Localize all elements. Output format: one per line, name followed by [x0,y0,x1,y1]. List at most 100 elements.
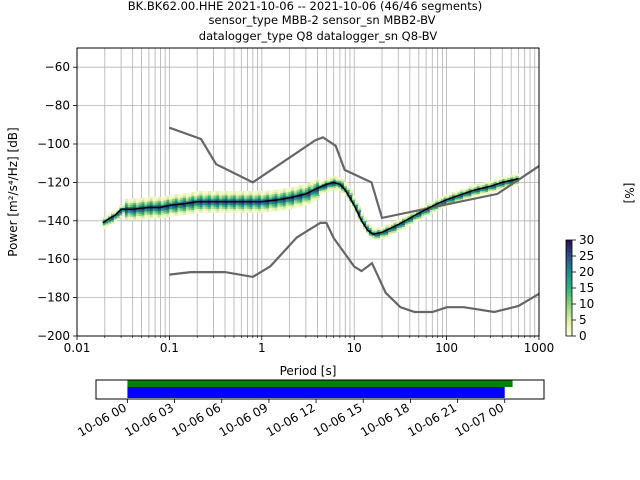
density-cell [119,205,123,208]
density-cell [360,217,364,221]
y-tick-label: −120 [37,175,70,189]
density-cell [238,202,242,206]
density-cell [196,194,201,198]
density-cell [299,202,303,205]
density-cell [316,191,320,195]
density-cell [474,190,478,193]
density-cell [216,194,220,198]
density-cell [282,205,287,209]
density-cell [274,204,278,208]
density-cell [399,220,403,223]
density-cell [108,219,112,222]
density-cell [338,188,342,192]
density-cell [354,211,359,215]
density-cell [266,196,270,199]
x-axis-label: Period [s] [280,364,337,378]
density-cell [260,208,265,211]
y-tick-label: −160 [37,252,70,266]
density-cell [149,216,154,219]
density-cell [432,200,436,203]
density-cell [288,195,292,198]
density-cell [255,204,259,207]
density-cell [138,209,143,213]
density-cell [196,198,201,202]
density-cell [269,195,273,199]
density-cell [133,217,137,221]
density-cell [332,175,337,179]
density-cell [172,206,176,209]
density-cell [266,192,270,195]
density-cell [316,180,320,183]
density-cell [149,214,154,217]
density-cell [263,192,267,196]
density-cell [260,210,265,213]
density-cell [127,206,132,209]
density-cell [124,216,129,219]
density-cell [296,204,301,208]
density-cell [124,204,129,207]
density-cell [299,192,303,196]
density-cell [177,205,181,208]
density-cell [368,229,373,232]
density-cell [293,186,298,189]
density-cell [288,198,292,202]
colorbar-tick-label: 15 [579,281,594,295]
density-cell [102,218,107,222]
density-cell [233,198,237,202]
density-cell [219,196,223,200]
density-cell [313,194,317,198]
density-cell [421,205,425,209]
density-cell [144,216,148,220]
density-cell [194,199,198,202]
density-cell [260,192,265,196]
density-cell [327,188,331,192]
density-cell [305,191,309,194]
density-cell [490,190,495,193]
density-cell [302,189,306,193]
density-cell [501,186,506,189]
density-cell [127,204,132,207]
density-cell [305,185,309,188]
density-cell [307,184,312,187]
density-cell [235,202,240,206]
density-cell [194,203,198,206]
density-cell [144,214,148,218]
density-cell [316,189,320,193]
density-cell [449,200,453,204]
density-cell [152,204,157,207]
density-cell [427,203,431,206]
density-cell [249,198,254,202]
density-cell [321,189,326,192]
density-cell [410,217,414,221]
density-cell [230,206,234,209]
density-cell [188,198,193,201]
density-cell [202,192,206,196]
density-cell [393,230,398,234]
density-cell [252,210,256,213]
psd-plot-area: 0.01 0.1 1 10 100 1000 −200 −180 −160 −140 −120 −1… [37,47,554,355]
density-cell [216,192,220,196]
density-cell [221,204,226,207]
density-cell [374,228,378,231]
density-cell [368,227,373,230]
density-cell [269,201,273,205]
density-cell [116,211,120,215]
density-cell [310,192,315,196]
density-cell [324,178,328,181]
density-cell [465,194,470,198]
density-cell [116,215,120,219]
density-cell [449,194,453,198]
density-cell [191,207,195,210]
colorbar-ticks: 0 5 10 15 20 25 30 [572,233,594,343]
density-cell [238,194,242,198]
density-cell [271,191,276,195]
density-cell [108,221,112,224]
density-cell [282,194,287,197]
density-cell [316,178,320,181]
density-cell [221,210,226,213]
density-cell [438,197,442,201]
density-cell [144,210,148,214]
density-cell [124,202,129,206]
density-cell [263,190,267,194]
